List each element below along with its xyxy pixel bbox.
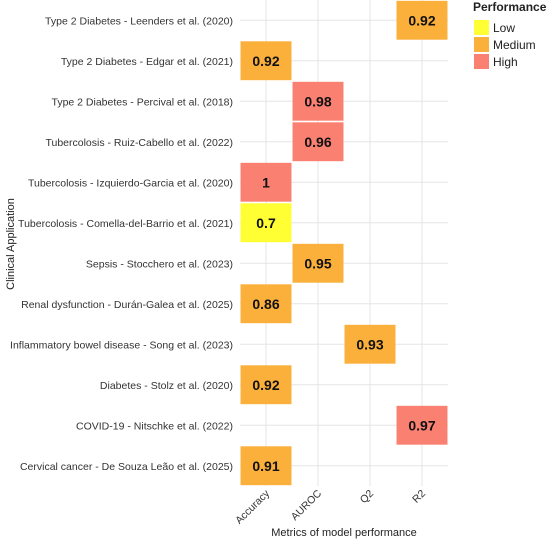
heatmap-cells: 0.92 0.92 0.98 0.96 1 0.7 0.95 0.86 0.93 0.92 0.97… — [240, 0, 448, 486]
legend-label: Medium — [493, 38, 536, 52]
y-axis-title: Clinical Application — [5, 198, 17, 290]
cell-value-label: 0.92 — [252, 53, 279, 69]
cell-value-label: 0.91 — [252, 458, 279, 474]
y-tick-label: Inflammatory bowel disease - Song et al.… — [10, 339, 233, 351]
x-tick-label: R2 — [410, 488, 428, 506]
legend-label: High — [493, 55, 518, 69]
heatmap-cell — [344, 324, 396, 364]
cell-value-label: 0.97 — [408, 417, 435, 433]
y-tick-label: Type 2 Diabetes - Edgar et al. (2021) — [61, 56, 233, 68]
legend-swatch-low — [474, 20, 489, 35]
x-tick-label: Q2 — [358, 488, 377, 507]
y-tick-label: Tubercolosis - Ruiz-Cabello et al. (2022… — [45, 137, 233, 149]
heatmap-cell — [396, 0, 448, 40]
y-tick-label: Tubercolosis - Comella-del-Barrio et al.… — [18, 218, 233, 230]
heatmap-cell — [396, 405, 448, 445]
cell-value-label: 0.96 — [304, 134, 331, 150]
heatmap-cell — [292, 81, 344, 121]
legend-title: Performance — [473, 0, 547, 14]
x-tick-label: Accuracy — [233, 487, 273, 527]
cell-value-label: 0.93 — [356, 336, 383, 352]
heatmap-cell — [292, 122, 344, 162]
y-tick-label: Renal dysfunction - Durán-Galea et al. (… — [21, 299, 233, 311]
cell-value-label: 0.95 — [304, 255, 331, 271]
cell-value-label: 0.7 — [256, 215, 276, 231]
heatmap-cell — [240, 284, 292, 324]
heatmap-cell — [240, 446, 292, 486]
legend-swatch-high — [474, 54, 489, 69]
cell-value-label: 0.92 — [252, 377, 279, 393]
legend-swatch-medium — [474, 37, 489, 52]
y-tick-label: COVID-19 - Nitschke et al. (2022) — [76, 420, 233, 432]
cell-value-label: 0.92 — [408, 12, 435, 28]
heatmap-cell — [240, 162, 292, 202]
y-tick-label: Type 2 Diabetes - Leenders et al. (2020) — [45, 15, 233, 27]
heatmap-cell — [240, 365, 292, 405]
heatmap-cell — [240, 41, 292, 81]
y-tick-label: Diabetes - Stolz et al. (2020) — [100, 380, 233, 392]
cell-value-label: 0.86 — [252, 296, 279, 312]
y-tick-label: Type 2 Diabetes - Percival et al. (2018) — [51, 96, 233, 108]
y-tick-labels: Type 2 Diabetes - Leenders et al. (2020)… — [10, 15, 233, 473]
heatmap-cell — [292, 243, 344, 283]
x-tick-label: AUROC — [289, 487, 325, 523]
y-tick-label: Cervical cancer - De Souza Leão et al. (… — [20, 461, 233, 473]
cell-value-label: 0.98 — [304, 93, 331, 109]
heatmap-cell — [240, 203, 292, 243]
x-axis-title: Metrics of model performance — [271, 527, 417, 539]
legend: Performance Low Medium High — [473, 0, 547, 69]
legend-label: Low — [493, 21, 515, 35]
y-tick-label: Sepsis - Stocchero et al. (2023) — [86, 258, 233, 270]
cell-value-label: 1 — [262, 174, 270, 190]
x-tick-labels: Accuracy AUROC Q2 R2 — [233, 487, 428, 527]
y-tick-label: Tubercolosis - Izquierdo-Garcia et al. (… — [28, 177, 233, 189]
